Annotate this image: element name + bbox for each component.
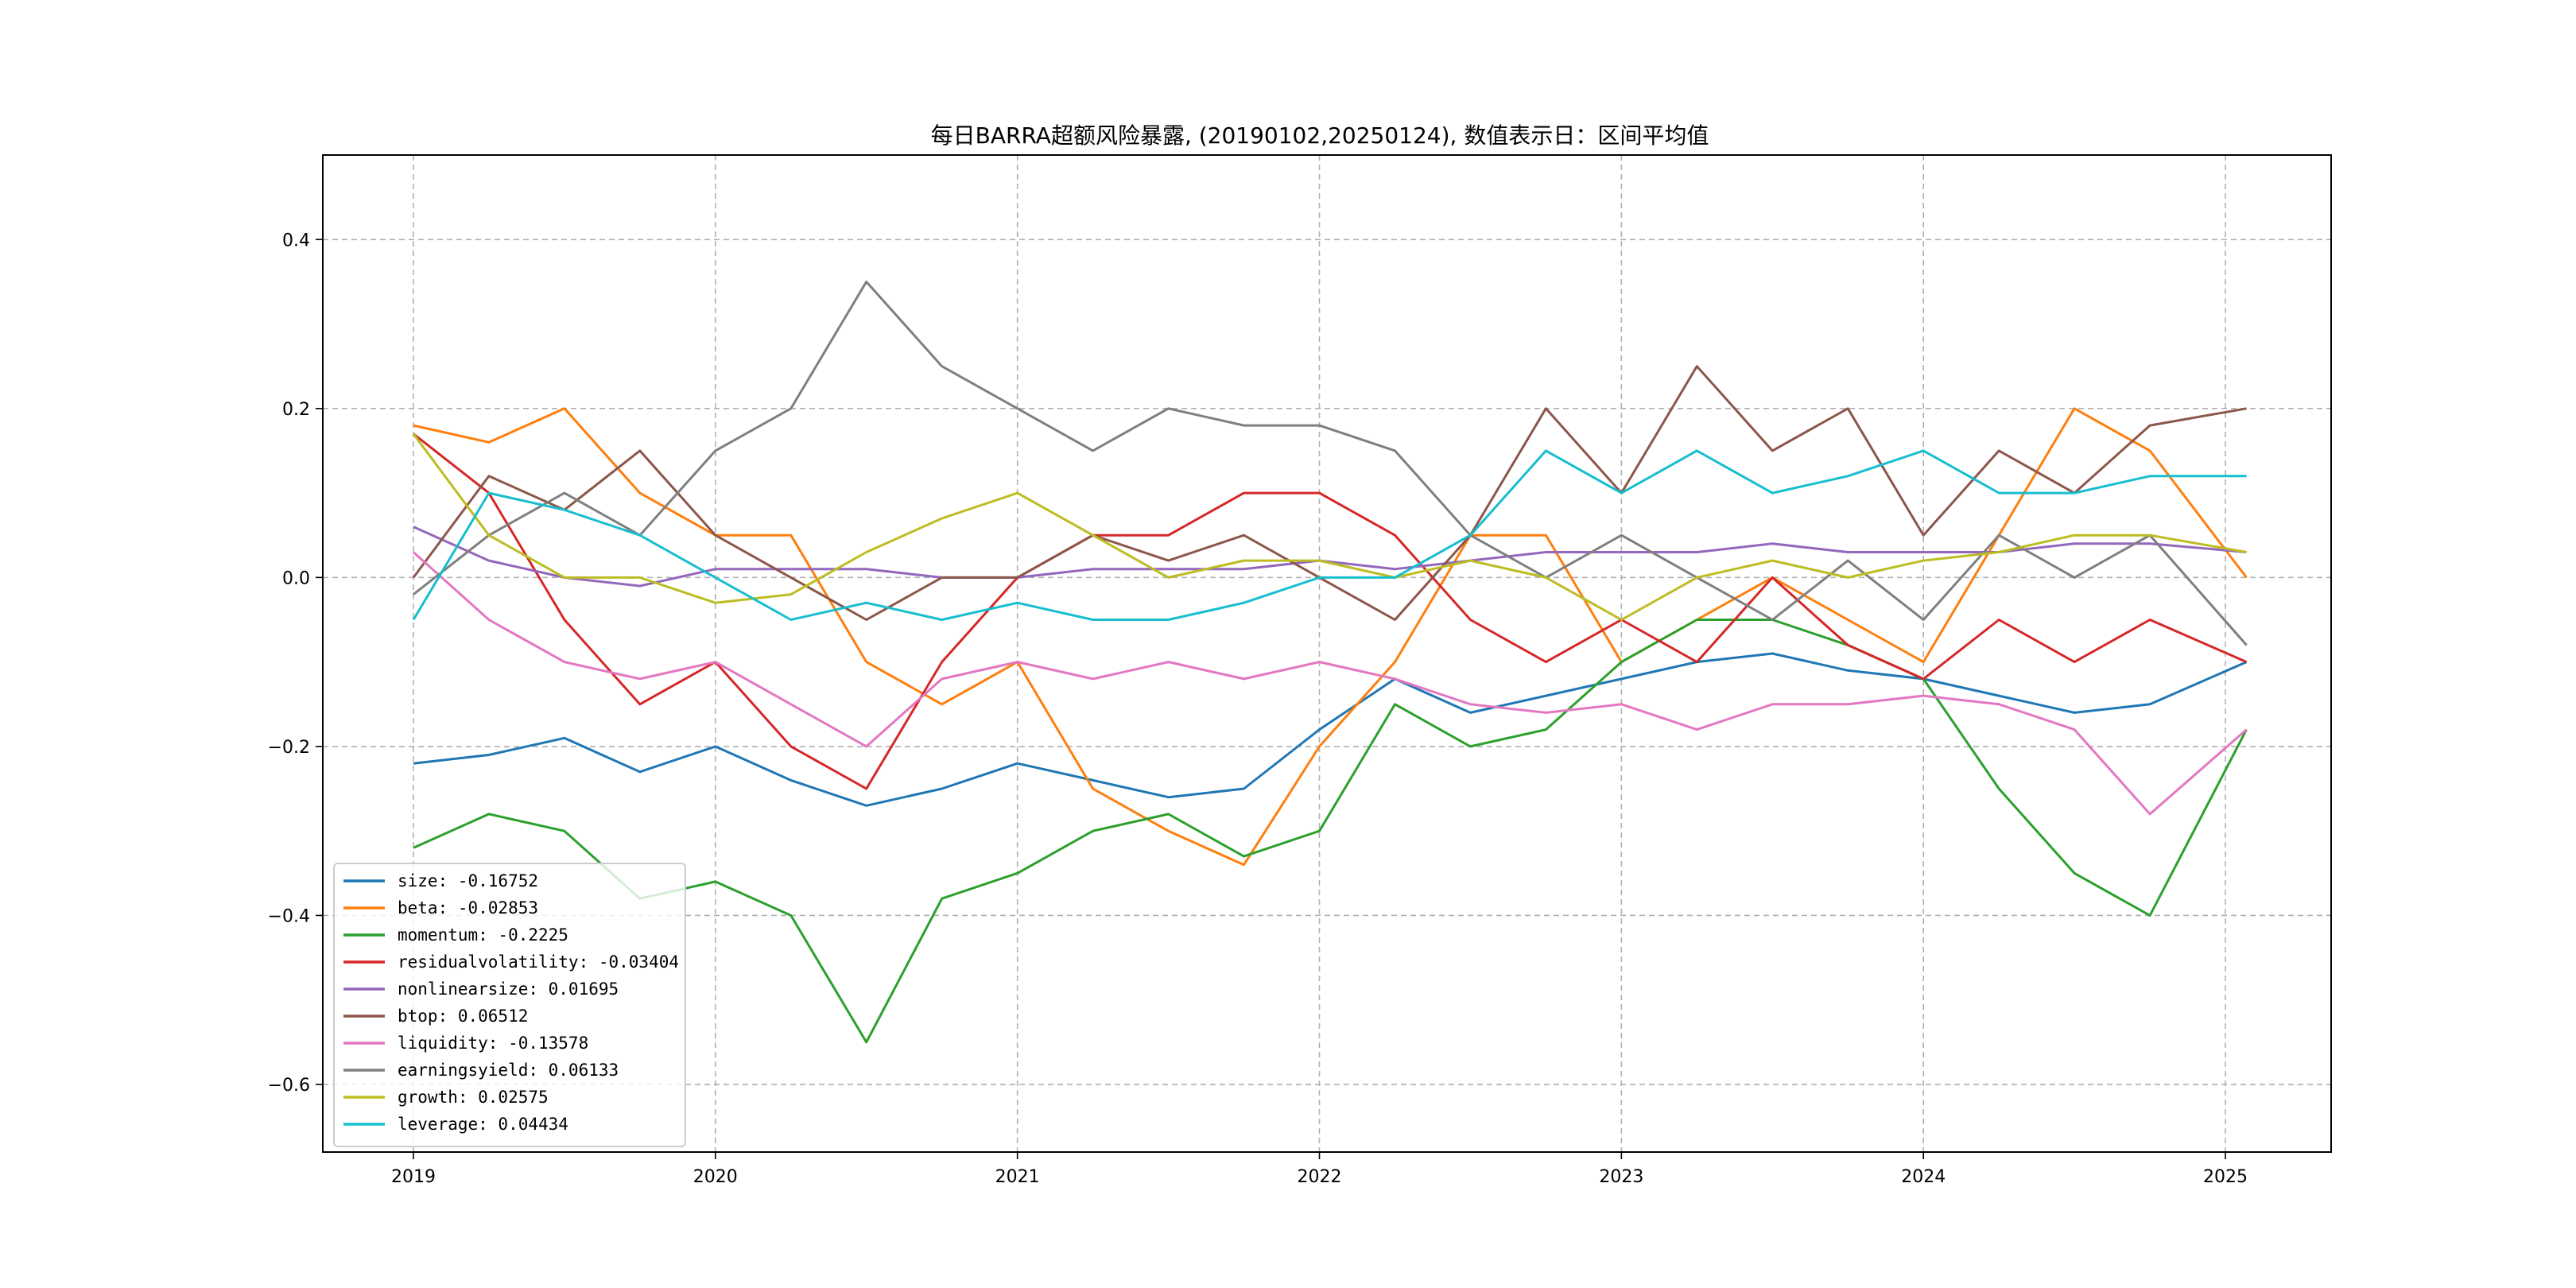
legend-box	[333, 863, 686, 1147]
x-tick-label: 2021	[995, 1167, 1040, 1187]
y-axis-ticks: 0.4 0.2 0.0 −0.2 −0.4 −0.6	[268, 231, 323, 1096]
legend-label: leverage: 0.04434	[398, 1115, 568, 1134]
axes-frame	[322, 154, 2332, 1153]
series-line-9	[412, 449, 2247, 621]
x-tick-label: 2020	[693, 1167, 738, 1187]
x-tick-label: 2022	[1298, 1167, 1342, 1187]
x-tick-label: 2024	[1901, 1167, 1946, 1187]
legend-label: liquidity: -0.13578	[398, 1034, 588, 1053]
x-tick-label: 2025	[2203, 1167, 2248, 1187]
series-line-7	[413, 280, 2248, 646]
legend-label: growth: 0.02575	[398, 1088, 549, 1107]
series-line-8	[412, 433, 2247, 621]
y-tick-label: 0.2	[282, 400, 310, 420]
legend-label: momentum: -0.2225	[398, 925, 568, 945]
x-axis-ticks: 2019 2020 2021 2022 2023 2024 2025	[391, 1152, 2248, 1187]
legend: size: -0.16752 beta: -0.02853 momentum: -0…	[333, 863, 686, 1147]
series-lines	[412, 280, 2248, 1044]
legend-label: nonlinearsize: 0.01695	[398, 980, 619, 999]
y-tick-label: −0.2	[268, 738, 310, 758]
legend-label: earningsyield: 0.06133	[398, 1061, 619, 1080]
y-tick-label: 0.4	[282, 231, 310, 250]
legend-label: beta: -0.02853	[398, 898, 538, 918]
chart-title: 每日BARRA超额风险暴露, (20190102,20250124), 数值表示…	[931, 122, 1709, 149]
x-tick-label: 2023	[1599, 1167, 1643, 1187]
y-tick-label: −0.4	[268, 906, 310, 926]
y-tick-label: 0.0	[282, 568, 310, 588]
x-tick-label: 2019	[391, 1167, 436, 1187]
series-line-6	[412, 551, 2248, 816]
legend-label: residualvolatility: -0.03404	[398, 952, 679, 972]
legend-label: size: -0.16752	[398, 871, 538, 890]
y-tick-label: −0.6	[268, 1076, 310, 1096]
legend-label: btop: 0.06512	[398, 1007, 528, 1026]
